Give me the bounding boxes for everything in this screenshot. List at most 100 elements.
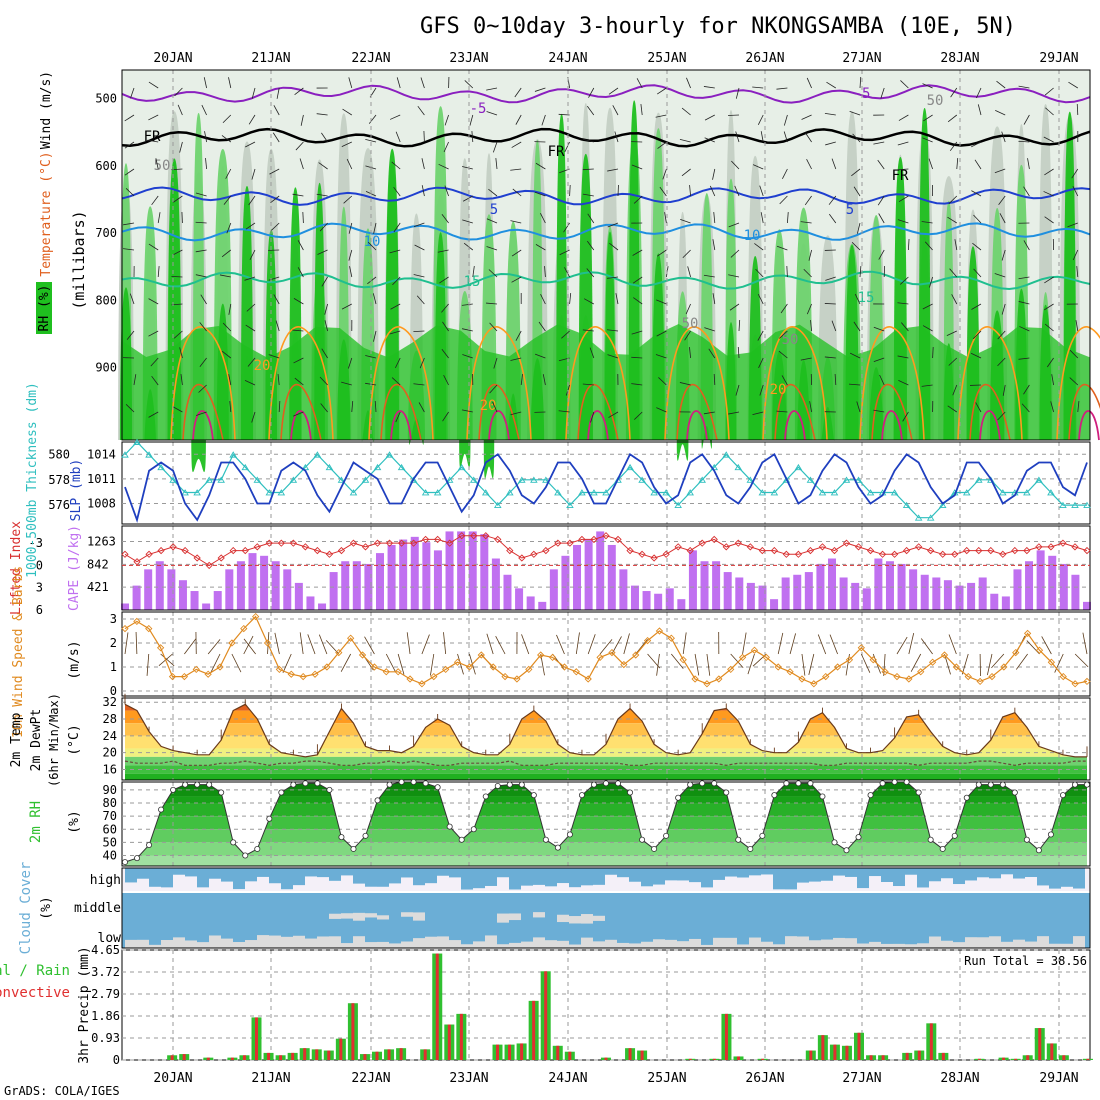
li-point (1023, 546, 1031, 555)
cloud-high-bar (149, 868, 161, 887)
wind-barb (414, 244, 425, 251)
li-point (806, 546, 815, 555)
wind-barb (321, 132, 328, 143)
wind-barb (564, 267, 570, 278)
wind-barb (511, 141, 522, 148)
cape-bar (828, 558, 837, 610)
thickness-point (121, 451, 129, 458)
wind-barb (752, 411, 764, 415)
contour-label: 5 (846, 202, 854, 218)
li-point (253, 543, 261, 551)
wind-barb (270, 222, 280, 231)
wind-barb (849, 383, 861, 386)
wind-barb-10m (207, 639, 221, 655)
wind-barb (659, 186, 667, 197)
isotherm-20-line (957, 326, 1023, 441)
wind-barb (704, 137, 715, 143)
cape-bar (967, 582, 976, 610)
cloud-low-gap (269, 935, 281, 948)
wind-barb (687, 266, 691, 278)
cloud-high-bar (965, 868, 977, 881)
wind-speed-point (168, 672, 177, 681)
wind-barb (680, 218, 691, 224)
wind-barb (776, 410, 788, 413)
thickness-point (433, 489, 442, 496)
isotherm-20-line (466, 326, 532, 441)
wind-barb (640, 104, 643, 116)
wind-barb (878, 249, 885, 260)
wind-barb (810, 320, 812, 332)
thickness-point (866, 489, 875, 496)
isotherm-line (121, 222, 1091, 242)
cape-bar (851, 582, 860, 610)
wind-barb (852, 133, 861, 143)
date-label-bottom: 24JAN (548, 1071, 587, 1086)
wind-barb-10m (801, 653, 806, 676)
wind-barb (727, 114, 740, 116)
wind-barb (173, 195, 183, 203)
date-label-top: 26JAN (745, 51, 784, 66)
wind-speed-point (928, 658, 937, 666)
rh-point (122, 859, 129, 866)
wind-barb (757, 330, 764, 341)
cloud-low-gap (737, 944, 749, 948)
li-point (409, 539, 418, 547)
thickness-tick-label: 578 (48, 473, 70, 487)
wind-barb (997, 357, 1006, 367)
cloud-low-gap (905, 944, 917, 948)
wind-barb (172, 406, 183, 413)
wind-speed-point (418, 680, 426, 688)
cape-bar (688, 550, 697, 610)
li-point (289, 539, 297, 547)
wind-barb (849, 352, 861, 359)
li-point (975, 546, 983, 555)
thickness-point (770, 489, 779, 496)
cloud-mid-gap (413, 912, 425, 921)
wind-barb (368, 114, 377, 124)
wind-speed-point (465, 663, 474, 671)
li-point (626, 546, 634, 555)
cloud-high-bar (341, 868, 353, 876)
wind-barb (972, 242, 982, 251)
wind-barb (472, 266, 475, 278)
wind-barb (898, 380, 909, 386)
wind-barb (438, 163, 449, 170)
wind-barb-10m (1026, 640, 1040, 655)
wind-barb (922, 325, 933, 332)
wind-barb (664, 212, 667, 224)
cape-bar (457, 531, 466, 610)
wind-barb-10m (385, 653, 396, 673)
wind-barb (462, 354, 473, 359)
wind-barb-10m (135, 632, 138, 655)
precip-convective-bar (447, 1024, 451, 1060)
rh-point (170, 786, 177, 793)
wind-barb (1021, 403, 1030, 413)
wind-speed-point (489, 663, 497, 671)
li-point (482, 532, 490, 540)
thickness-point (662, 489, 670, 496)
precip-convective-bar (230, 1057, 234, 1060)
thickness-tick-label: 576 (48, 498, 70, 512)
wind-barb (834, 373, 837, 386)
wind-barb (534, 353, 546, 359)
cape-bar (155, 561, 164, 610)
li-point (277, 539, 285, 547)
pressure-tick-label: 900 (95, 361, 117, 375)
rh-point (759, 832, 766, 839)
cloud-high-bar (749, 868, 761, 876)
cloud-low-gap (521, 941, 533, 948)
cloud-high-bar (209, 868, 221, 879)
li-point (866, 546, 875, 555)
thickness-point (999, 489, 1007, 496)
cloud-high-bar (701, 868, 713, 888)
wind-barb (825, 141, 836, 146)
wind-speed-point (964, 672, 972, 681)
thickness-point (409, 476, 418, 483)
wind-barb (588, 87, 595, 98)
cloud-high-bar (905, 868, 917, 875)
cape-bar (132, 585, 141, 610)
wind-barb (229, 401, 232, 413)
li-point (494, 535, 502, 544)
thickness-point (698, 476, 706, 483)
